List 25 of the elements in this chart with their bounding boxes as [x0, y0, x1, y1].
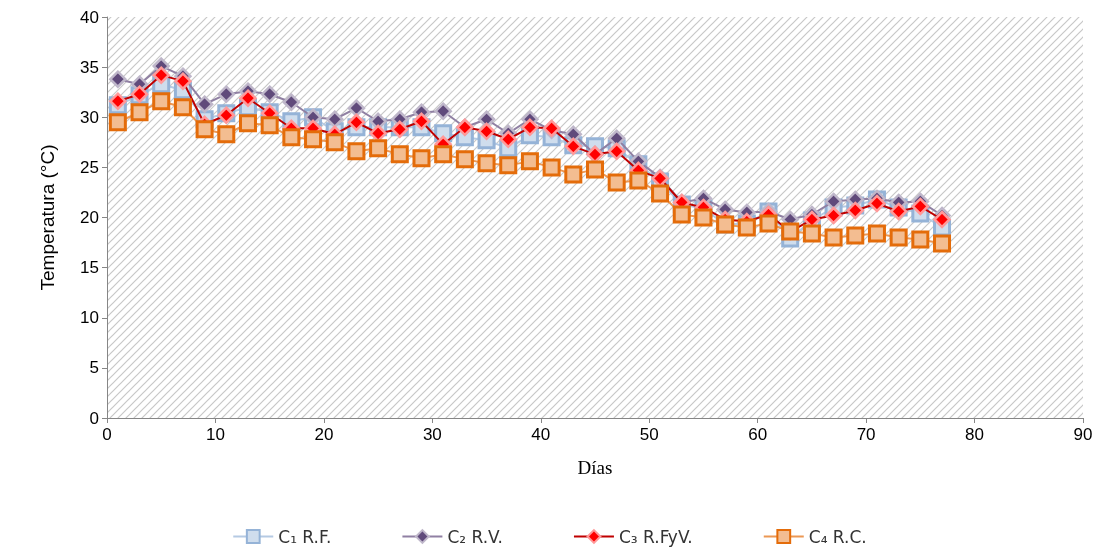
legend-label: C₂ R.V.: [447, 526, 503, 547]
y-tick-label: 35: [80, 57, 99, 77]
x-tick-label: 70: [856, 425, 876, 444]
y-axis-title: Temperatura (°C): [37, 144, 58, 291]
y-tick-label: 40: [80, 7, 99, 27]
x-tick-label: 50: [639, 425, 659, 444]
y-tick-label: 10: [80, 308, 99, 328]
legend-label: C₄ R.C.: [808, 526, 867, 547]
y-tick-label: 30: [80, 107, 99, 127]
x-tick-label: 10: [205, 425, 225, 444]
legend-label: C₃ R.FyV.: [618, 526, 693, 547]
x-tick-label: 60: [748, 425, 768, 444]
x-tick-label: 90: [1073, 425, 1093, 444]
x-tick-label: 40: [531, 425, 551, 444]
x-tick-label: 0: [102, 425, 112, 444]
y-tick-label: 5: [89, 358, 99, 378]
y-tick-label: 25: [80, 157, 99, 177]
y-tick-label: 15: [80, 258, 99, 278]
x-tick-label: 30: [422, 425, 442, 444]
x-tick-label: 20: [314, 425, 334, 444]
y-tick-label: 0: [89, 408, 99, 428]
y-tick-label: 20: [80, 208, 99, 227]
x-tick-label: 80: [965, 425, 985, 444]
x-axis-title: Días: [577, 457, 613, 478]
legend-label: C₁ R.F.: [278, 526, 332, 547]
